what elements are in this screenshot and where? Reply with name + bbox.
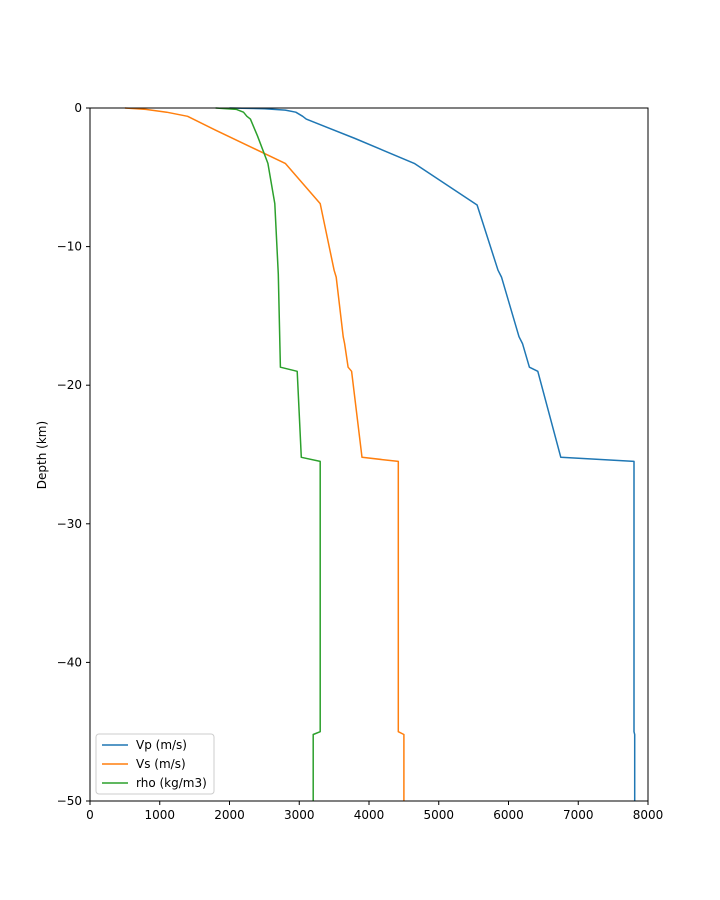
y-tick-label: −20 [57,378,82,392]
x-tick-label: 6000 [493,808,524,822]
y-tick-label: −10 [57,240,82,254]
series-line-0 [229,107,636,801]
plot-area [90,108,648,801]
y-tick-label: −50 [57,794,82,808]
y-tick-label: −40 [57,655,82,669]
legend: Vp (m/s) Vs (m/s) rho (kg/m3) [95,733,215,795]
y-tick-label: 0 [74,101,82,115]
series-line-2 [215,107,321,801]
legend-label: Vs (m/s) [136,757,186,771]
y-axis: 0 −10 −20 −30 −40 −50 [57,101,90,808]
legend-box [95,733,215,795]
y-axis-label: Depth (km) [35,421,49,489]
x-tick-label: 7000 [563,808,594,822]
series-layer [124,107,636,801]
y-tick-label: −30 [57,517,82,531]
x-tick-label: 8000 [633,808,664,822]
x-tick-label: 1000 [144,808,175,822]
legend-label: Vp (m/s) [136,738,187,752]
x-tick-label: 2000 [214,808,245,822]
x-axis: 0 1000 2000 3000 4000 5000 6000 7000 8000 [86,801,663,822]
x-tick-label: 4000 [354,808,385,822]
x-tick-label: 0 [86,808,94,822]
series-line-1 [124,107,405,801]
legend-label: rho (kg/m3) [136,776,207,790]
x-tick-label: 5000 [423,808,454,822]
x-tick-label: 3000 [284,808,315,822]
